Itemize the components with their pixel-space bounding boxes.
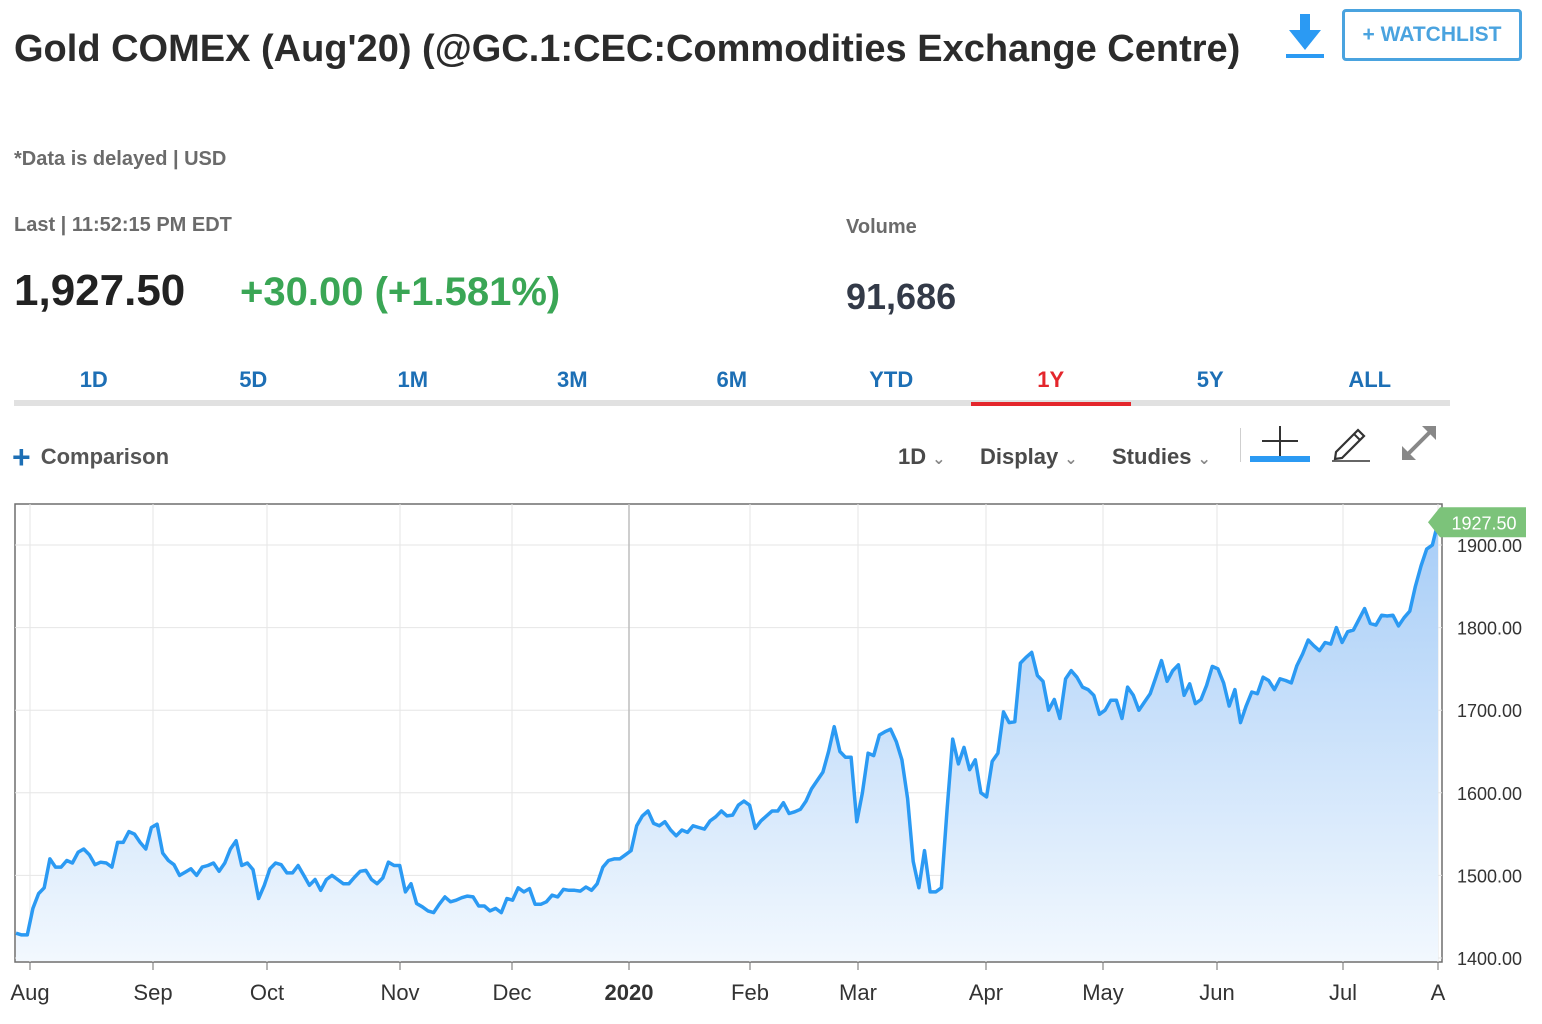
price-chart-svg[interactable]: 1400.00 1500.00 1600.00 1700.00 1800.00 1900.…	[0, 500, 1542, 1024]
x-tick-label: Jul	[1329, 980, 1357, 1005]
tab-5y[interactable]: 5Y	[1196, 367, 1224, 392]
tab-ytd[interactable]: YTD	[869, 367, 914, 392]
tab-1d[interactable]: 1D	[79, 367, 108, 392]
x-tick-label: Feb	[731, 980, 769, 1005]
chevron-down-icon: ⌄	[1064, 451, 1078, 468]
chevron-down-icon: ⌄	[932, 451, 946, 468]
price-line	[15, 521, 1440, 937]
expand-icon[interactable]	[1398, 422, 1440, 464]
tab-1y[interactable]: 1Y	[971, 360, 1131, 406]
chevron-down-icon: ⌄	[1197, 451, 1211, 468]
comparison-label: Comparison	[40, 444, 170, 469]
plus-icon: +	[12, 439, 31, 475]
y-tick-label: 1600.00	[1457, 784, 1522, 804]
price-chart[interactable]: 1400.00 1500.00 1600.00 1700.00 1800.00 1900.…	[0, 500, 1542, 1024]
add-to-watchlist-button[interactable]: + WATCHLIST	[1342, 9, 1522, 61]
tab-5d[interactable]: 5D	[239, 367, 268, 392]
price-change: +30.00 (+1.581%)	[240, 270, 561, 314]
tab-3m[interactable]: 3M	[556, 367, 588, 392]
x-tick-label: A	[1431, 980, 1446, 1005]
pencil-icon[interactable]	[1330, 422, 1372, 464]
studies-label: Studies	[1112, 444, 1192, 469]
y-tick-label: 1500.00	[1457, 866, 1522, 886]
display-label: Display	[980, 444, 1059, 469]
time-range-tabs: 1D 5D 1M 3M 6M YTD 1Y 5Y ALL	[14, 360, 1450, 406]
last-price: 1,927.50	[14, 266, 186, 315]
x-tick-label: Jun	[1199, 980, 1234, 1005]
last-price-marker	[1428, 507, 1526, 538]
x-tick-label: Mar	[839, 980, 877, 1005]
interval-label: 1D	[898, 444, 927, 469]
tab-all[interactable]: ALL	[1348, 367, 1392, 392]
toolbar-divider	[1240, 428, 1241, 462]
page-title: Gold COMEX (Aug'20) (@GC.1:CEC:Commoditi…	[14, 28, 1241, 70]
last-price-marker-label: 1927.50	[1451, 513, 1516, 533]
download-icon[interactable]	[1284, 12, 1326, 60]
x-tick-label: Dec	[492, 980, 531, 1005]
tab-1m[interactable]: 1M	[397, 367, 429, 392]
interval-dropdown[interactable]: 1D ⌄	[898, 444, 946, 470]
data-delay-note: *Data is delayed | USD	[14, 148, 227, 170]
x-tick-label: Oct	[250, 980, 284, 1005]
volume-value: 91,686	[846, 276, 957, 317]
studies-dropdown[interactable]: Studies ⌄	[1112, 444, 1211, 470]
x-tick-label: Sep	[133, 980, 172, 1005]
crosshair-icon[interactable]	[1248, 424, 1312, 466]
x-tick-label: 2020	[605, 980, 654, 1005]
x-tick-label: Apr	[969, 980, 1003, 1005]
x-tick-label: May	[1082, 980, 1124, 1005]
y-tick-label: 1400.00	[1457, 949, 1522, 969]
x-tick-label: Aug	[10, 980, 49, 1005]
y-tick-label: 1700.00	[1457, 701, 1522, 721]
tab-6m[interactable]: 6M	[716, 367, 748, 392]
x-tick-label: Nov	[380, 980, 419, 1005]
price-area	[16, 522, 1438, 961]
y-tick-label: 1900.00	[1457, 536, 1522, 556]
y-tick-label: 1800.00	[1457, 619, 1522, 639]
last-trade-label: Last | 11:52:15 PM EDT	[14, 214, 232, 236]
comparison-button[interactable]: + Comparison	[12, 439, 170, 475]
volume-label: Volume	[846, 216, 917, 238]
display-dropdown[interactable]: Display ⌄	[980, 444, 1078, 470]
